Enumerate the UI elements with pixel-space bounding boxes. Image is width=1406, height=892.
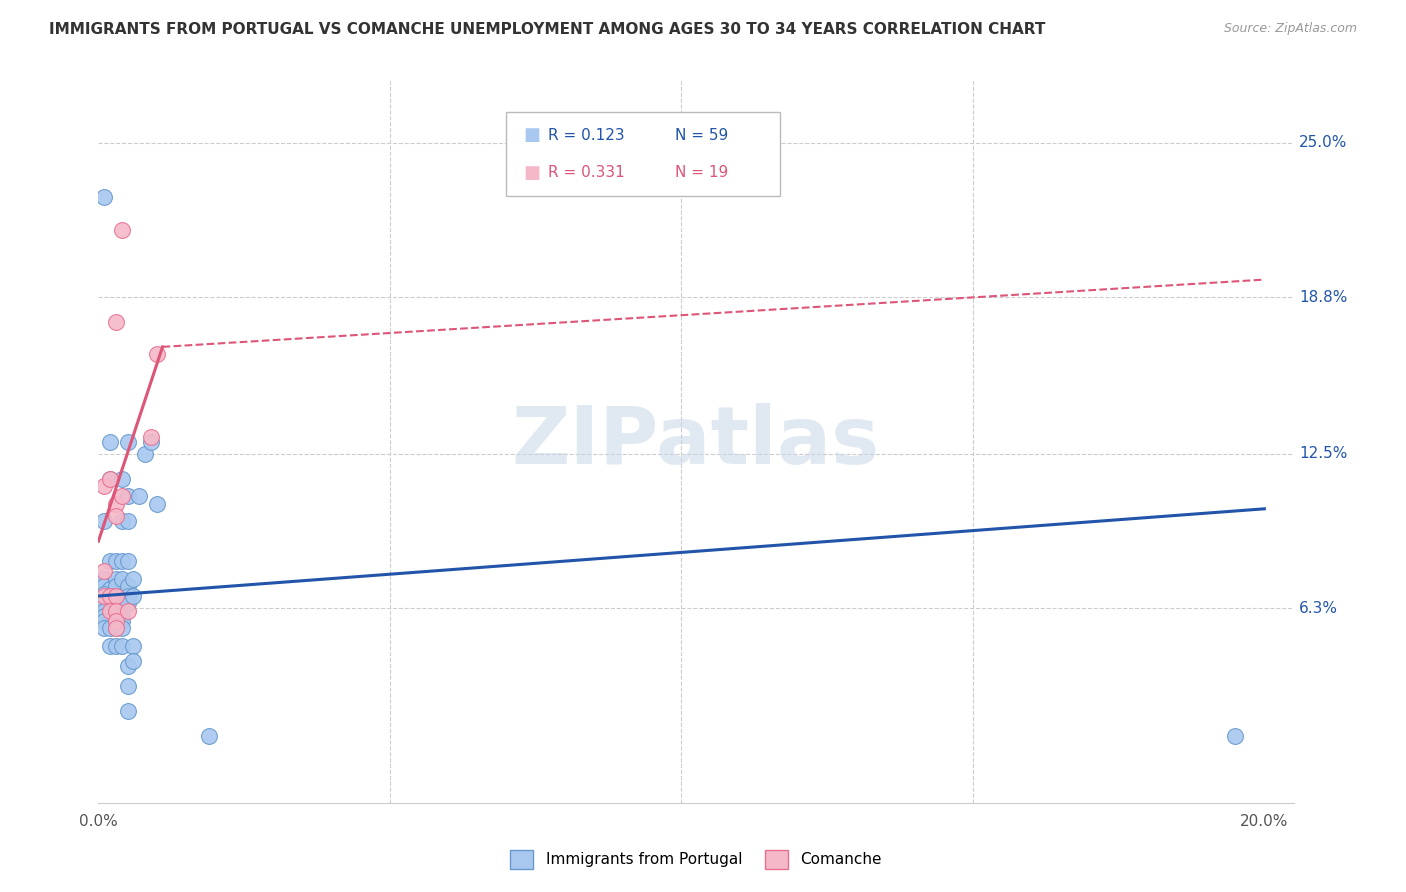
Point <box>98 589 121 603</box>
Point <box>117 704 139 718</box>
Point <box>111 572 134 586</box>
Point <box>93 609 115 624</box>
Text: 18.8%: 18.8% <box>1299 290 1348 304</box>
Point <box>93 604 115 618</box>
Point <box>104 497 127 511</box>
Point <box>111 639 134 653</box>
Point <box>117 679 139 693</box>
Point <box>117 489 139 503</box>
Point <box>111 223 134 237</box>
Point <box>104 554 127 568</box>
Point <box>93 564 115 578</box>
Point <box>104 604 127 618</box>
Point <box>104 639 127 653</box>
Point <box>104 614 127 628</box>
Point <box>93 190 115 204</box>
Point <box>111 554 134 568</box>
Point <box>93 614 115 628</box>
Point <box>111 589 134 603</box>
Point <box>98 472 121 486</box>
Text: N = 19: N = 19 <box>675 165 728 180</box>
Point <box>198 729 221 743</box>
Text: 25.0%: 25.0% <box>1299 135 1348 150</box>
Text: IMMIGRANTS FROM PORTUGAL VS COMANCHE UNEMPLOYMENT AMONG AGES 30 TO 34 YEARS CORR: IMMIGRANTS FROM PORTUGAL VS COMANCHE UNE… <box>49 22 1046 37</box>
Point <box>145 347 167 361</box>
Text: 6.3%: 6.3% <box>1299 601 1339 616</box>
Point <box>104 597 127 611</box>
Point <box>98 639 121 653</box>
Legend: Immigrants from Portugal, Comanche: Immigrants from Portugal, Comanche <box>505 844 887 875</box>
Point <box>139 429 162 443</box>
Point <box>117 597 139 611</box>
Point <box>104 579 127 593</box>
Point <box>98 614 121 628</box>
Point <box>98 597 121 611</box>
Point <box>122 572 145 586</box>
Point <box>117 434 139 449</box>
Point <box>111 489 134 503</box>
Point <box>98 472 121 486</box>
Point <box>98 607 121 621</box>
Point <box>104 572 127 586</box>
Point <box>117 554 139 568</box>
Point <box>104 614 127 628</box>
Point <box>111 621 134 635</box>
Point <box>98 582 121 596</box>
Point <box>104 589 127 603</box>
Point <box>93 586 115 600</box>
Point <box>117 604 139 618</box>
Point <box>111 514 134 528</box>
Point <box>134 447 156 461</box>
Point <box>1225 729 1247 743</box>
Point <box>98 614 121 628</box>
Text: Source: ZipAtlas.com: Source: ZipAtlas.com <box>1223 22 1357 36</box>
Text: ZIPatlas: ZIPatlas <box>512 402 880 481</box>
Point <box>93 514 115 528</box>
Point <box>117 514 139 528</box>
Text: ■: ■ <box>523 163 540 181</box>
Point <box>93 479 115 493</box>
Point <box>93 597 115 611</box>
Point <box>122 639 145 653</box>
Point <box>111 614 134 628</box>
Point <box>98 554 121 568</box>
Point <box>98 604 121 618</box>
Point <box>93 572 115 586</box>
Text: ■: ■ <box>523 127 540 145</box>
Point <box>104 589 127 603</box>
Point <box>139 434 162 449</box>
Point <box>128 489 150 503</box>
Text: N = 59: N = 59 <box>675 128 728 143</box>
Point <box>104 621 127 635</box>
Point <box>98 434 121 449</box>
Point <box>104 315 127 329</box>
Point <box>122 654 145 668</box>
Point <box>111 597 134 611</box>
Point <box>111 472 134 486</box>
Text: R = 0.331: R = 0.331 <box>548 165 626 180</box>
Point <box>98 621 121 635</box>
Point <box>122 589 145 603</box>
Point <box>93 621 115 635</box>
Point <box>117 658 139 673</box>
Point <box>111 609 134 624</box>
Point <box>93 579 115 593</box>
Point <box>98 589 121 603</box>
Text: 12.5%: 12.5% <box>1299 447 1348 461</box>
Point <box>104 621 127 635</box>
Point <box>117 589 139 603</box>
Point <box>98 601 121 615</box>
Point <box>145 497 167 511</box>
Text: R = 0.123: R = 0.123 <box>548 128 624 143</box>
Point <box>104 509 127 524</box>
Point <box>117 579 139 593</box>
Point <box>93 589 115 603</box>
